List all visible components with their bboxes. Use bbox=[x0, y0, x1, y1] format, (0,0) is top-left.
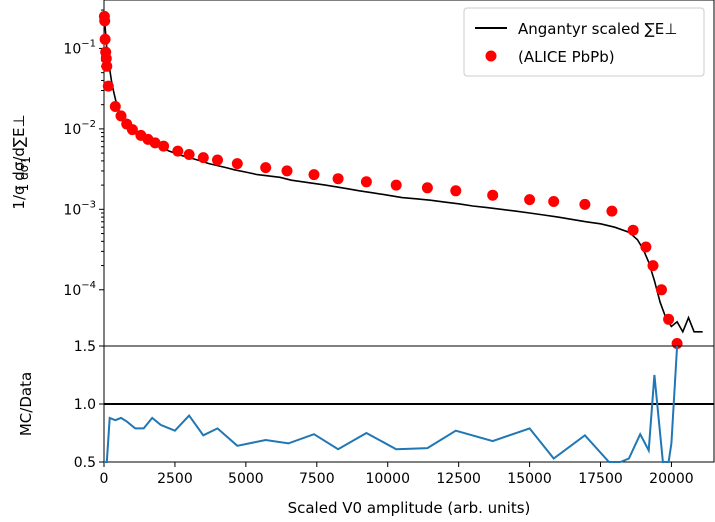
alice-data-markers bbox=[98, 10, 683, 349]
x-tick-label: 12500 bbox=[436, 471, 481, 487]
legend-marker-swatch bbox=[485, 50, 497, 62]
y-tick-label: 10−4 bbox=[63, 280, 96, 299]
ratio-y-tick-label: 1.0 bbox=[74, 397, 96, 413]
x-tick-label: 7500 bbox=[299, 471, 335, 487]
main-y-ticks: 10−1 10−2 10−3 10−4 bbox=[63, 9, 104, 299]
data-point bbox=[260, 162, 272, 174]
data-point bbox=[487, 189, 499, 201]
data-point bbox=[640, 241, 652, 253]
data-point bbox=[99, 15, 111, 27]
data-point bbox=[101, 60, 113, 72]
y-tick-label: 10−2 bbox=[63, 119, 96, 138]
data-point bbox=[663, 313, 675, 325]
data-point bbox=[115, 110, 127, 122]
legend-box bbox=[463, 7, 705, 77]
data-point bbox=[360, 176, 372, 188]
data-point bbox=[548, 196, 560, 207]
data-point bbox=[231, 158, 243, 170]
data-point bbox=[99, 33, 111, 45]
ratio-y-tick-label: 1.5 bbox=[74, 339, 96, 355]
legend: Angantyr scaled ∑E⊥ (ALICE PbPb) bbox=[463, 7, 705, 77]
y-tick-label: 10−1 bbox=[63, 38, 96, 57]
data-point bbox=[102, 80, 114, 92]
main-series bbox=[98, 10, 703, 349]
x-tick-label: 15000 bbox=[507, 471, 552, 487]
data-point bbox=[579, 198, 591, 210]
svg-text:1 dσ: 1 dσ bbox=[17, 164, 31, 191]
data-point bbox=[109, 101, 121, 112]
data-point bbox=[450, 185, 462, 197]
data-point bbox=[390, 179, 402, 191]
svg-text:1: 1 bbox=[19, 156, 33, 164]
y-tick-label: 10−3 bbox=[63, 199, 96, 218]
data-point bbox=[647, 260, 659, 272]
data-point bbox=[524, 194, 536, 206]
ratio-series-line bbox=[104, 345, 679, 463]
data-point bbox=[308, 169, 320, 181]
data-point bbox=[332, 173, 344, 185]
data-point bbox=[126, 124, 138, 136]
data-point bbox=[149, 137, 161, 149]
data-point bbox=[100, 53, 112, 64]
x-tick-label: 10000 bbox=[365, 471, 410, 487]
data-point bbox=[183, 149, 195, 160]
data-point bbox=[656, 284, 667, 296]
x-axis-label: Scaled V0 amplitude (arb. units) bbox=[288, 499, 531, 517]
ratio-ticks: 0.5 1.0 1.5 0 2500 5000 7500 10000 12500 15000 175… bbox=[74, 339, 694, 487]
main-y-label: 1/σ dσ/d∑E⊥ bbox=[10, 114, 28, 209]
x-tick-label: 2500 bbox=[157, 471, 193, 487]
x-tick-label: 17500 bbox=[578, 471, 623, 487]
ratio-y-label: MC/Data bbox=[17, 372, 35, 436]
data-point bbox=[212, 154, 223, 166]
x-tick-label: 0 bbox=[100, 471, 109, 487]
x-tick-label: 20000 bbox=[649, 471, 694, 487]
ratio-y-tick-label: 0.5 bbox=[74, 455, 96, 471]
data-point bbox=[158, 140, 170, 152]
y-label-frac-num: 1 dσ bbox=[17, 164, 31, 191]
legend-label-alice: (ALICE PbPb) bbox=[518, 48, 615, 66]
y-label-frac-1: 1 bbox=[19, 156, 33, 164]
data-point bbox=[627, 224, 639, 236]
data-point bbox=[172, 145, 184, 157]
data-point bbox=[197, 152, 209, 164]
data-point bbox=[606, 205, 618, 217]
legend-label-angantyr: Angantyr scaled ∑E⊥ bbox=[518, 20, 677, 38]
x-tick-label: 5000 bbox=[228, 471, 264, 487]
main-y-axis-label: 1 1 dσ bbox=[17, 156, 33, 191]
data-point bbox=[281, 165, 293, 177]
data-point bbox=[421, 182, 433, 194]
